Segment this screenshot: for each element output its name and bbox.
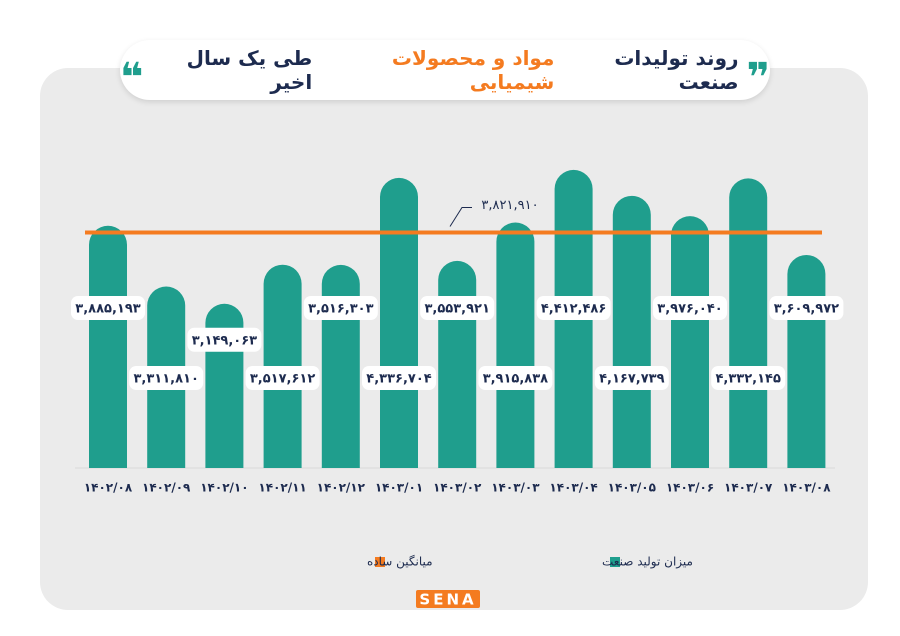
x-tick-label: ۱۴۰۲/۰۹ <box>142 481 191 495</box>
title-box: ❞ روند تولیدات صنعت مواد و محصولات شیمیا… <box>120 40 770 100</box>
value-label-box <box>420 296 495 320</box>
value-label-box <box>769 296 844 320</box>
value-label: ۳,۹۱۵,۸۳۸ <box>483 372 548 387</box>
value-label-box <box>71 296 145 320</box>
x-tick-label: ۱۴۰۲/۱۰ <box>200 481 248 495</box>
bar <box>321 264 360 468</box>
value-label-box <box>303 296 378 320</box>
value-label-box <box>187 327 262 352</box>
bar <box>612 195 651 468</box>
value-label-box <box>129 366 204 390</box>
value-label-box <box>536 296 611 320</box>
value-label-box <box>594 366 669 390</box>
value-label: ۳,۸۸۵,۱۹۳ <box>75 302 140 317</box>
bar <box>89 225 127 468</box>
quote-mark: ❞ <box>746 55 770 101</box>
bar <box>380 177 418 469</box>
value-label-box <box>362 366 436 390</box>
value-label: ۴,۳۳۶,۷۰۴ <box>366 372 431 387</box>
value-label: ۴,۱۶۷,۷۳۹ <box>599 372 664 387</box>
legend-label: میانگین ساده <box>367 555 433 570</box>
logo: SENA <box>419 591 476 609</box>
title-part: روند تولیدات صنعت <box>614 46 739 94</box>
value-label: ۳,۵۱۷,۶۱۲ <box>250 372 315 387</box>
value-label: ۳,۵۵۳,۹۲۱ <box>424 302 489 317</box>
value-label: ۳,۳۱۱,۸۱۰ <box>133 372 198 387</box>
value-label: ۳,۱۴۹,۰۶۳ <box>192 333 257 348</box>
value-label-box <box>478 366 553 390</box>
x-tick-label: ۱۴۰۲/۰۸ <box>84 481 133 495</box>
bar <box>787 254 826 468</box>
x-tick-label: ۱۴۰۳/۰۴ <box>549 481 597 495</box>
x-tick-label: ۱۴۰۳/۰۶ <box>666 481 714 495</box>
legend-swatch <box>375 557 385 567</box>
value-label: ۴,۳۳۲,۱۴۵ <box>715 372 780 387</box>
legend-swatch <box>610 557 620 567</box>
logo-box <box>416 590 480 608</box>
value-label: ۳,۹۷۶,۰۴۰ <box>657 302 722 317</box>
average-label: ۳,۸۲۱,۹۱۰ <box>481 198 538 213</box>
value-label: ۴,۴۱۲,۴۸۶ <box>541 302 606 317</box>
x-tick-label: ۱۴۰۳/۰۳ <box>491 481 540 495</box>
bar <box>438 260 477 468</box>
title-part: طی یک سال اخیر <box>186 46 313 94</box>
x-tick-label: ۱۴۰۳/۰۷ <box>724 481 773 495</box>
value-label: ۳,۶۰۹,۹۷۲ <box>774 302 839 317</box>
value-label-box <box>245 366 320 390</box>
bar <box>671 216 709 468</box>
quote-mark: ❝ <box>120 55 144 101</box>
bar <box>496 222 535 468</box>
value-label-box <box>653 296 727 320</box>
x-tick-label: ۱۴۰۲/۱۱ <box>258 481 306 495</box>
x-tick-label: ۱۴۰۳/۰۱ <box>375 481 423 495</box>
value-label-box <box>711 366 786 390</box>
legend-label: میزان تولید صنعت <box>602 555 693 570</box>
x-tick-label: ۱۴۰۲/۱۲ <box>317 481 366 495</box>
x-tick-label: ۱۴۰۳/۰۲ <box>433 481 482 495</box>
x-tick-label: ۱۴۰۳/۰۵ <box>608 481 656 495</box>
x-tick-label: ۱۴۰۳/۰۸ <box>782 481 831 495</box>
leader-line <box>449 206 472 227</box>
bar <box>729 178 768 468</box>
value-label: ۳,۵۱۶,۳۰۳ <box>308 302 373 317</box>
title-part: مواد و محصولات شیمیایی <box>391 46 555 94</box>
